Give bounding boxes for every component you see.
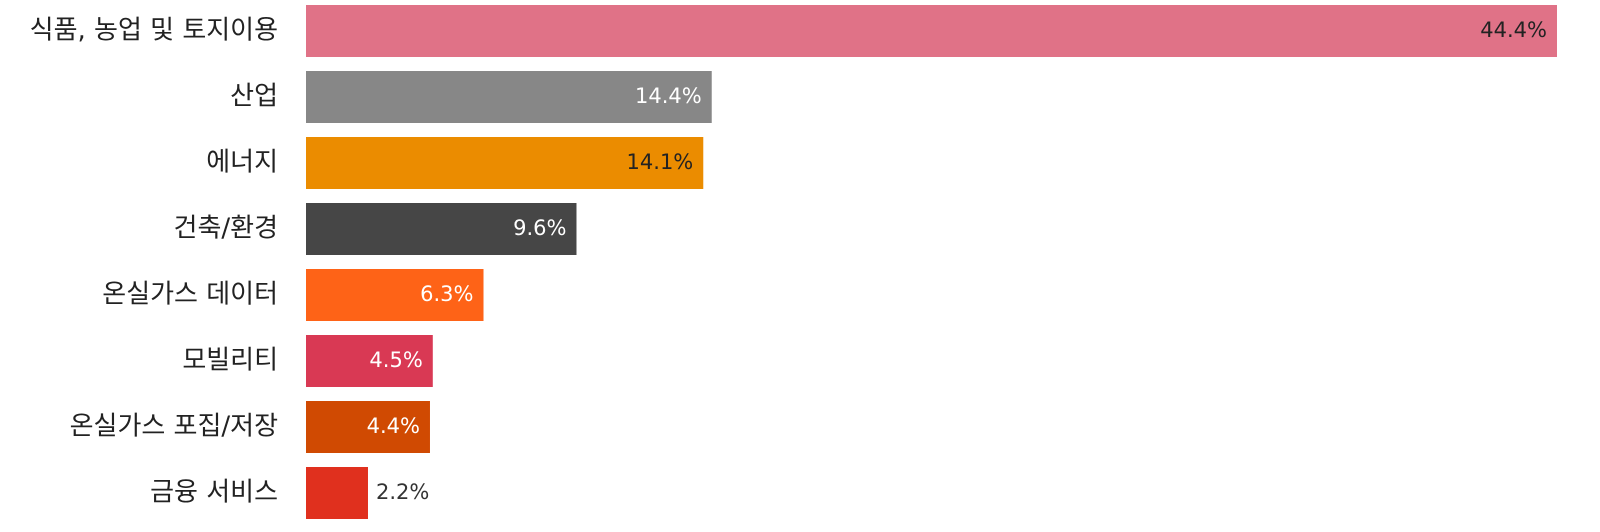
value-label: 14.1% (627, 150, 694, 174)
bar (306, 269, 484, 321)
category-label: 온실가스 포집/저장 (70, 412, 278, 442)
value-label: 44.4% (1480, 18, 1547, 42)
category-label: 산업 (230, 82, 278, 112)
bar (306, 335, 433, 387)
bar (306, 203, 577, 255)
bar (306, 401, 430, 453)
value-label: 4.5% (369, 348, 422, 372)
value-label: 9.6% (513, 216, 566, 240)
value-label: 2.2% (376, 480, 429, 504)
category-label: 식품, 농업 및 토지이용 (30, 16, 278, 46)
category-label: 건축/환경 (174, 214, 278, 244)
category-label: 온실가스 데이터 (102, 280, 278, 310)
value-label: 14.4% (635, 84, 702, 108)
bar (306, 137, 704, 189)
bar (306, 5, 1557, 57)
value-label: 4.4% (367, 414, 420, 438)
value-label: 6.3% (420, 282, 473, 306)
bar (306, 467, 368, 519)
category-label: 에너지 (206, 148, 278, 178)
category-label: 모빌리티 (182, 346, 278, 376)
category-label: 금융 서비스 (150, 478, 278, 508)
bar (306, 71, 712, 123)
